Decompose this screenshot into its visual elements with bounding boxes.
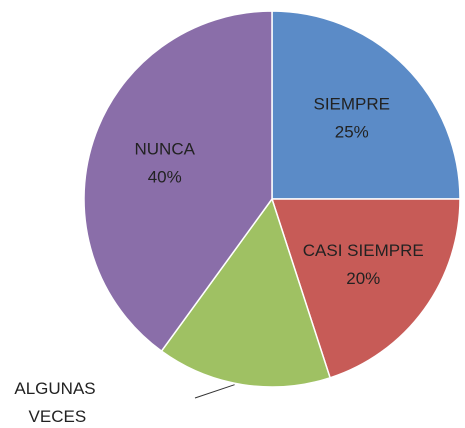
leader-line <box>194 384 235 399</box>
slice-label: ALGUNAS VECES <box>14 379 95 426</box>
slice-label: CASI SIEMPRE <box>303 241 424 260</box>
slice-value: 25% <box>335 123 369 142</box>
pie-slice <box>270 198 461 379</box>
slice-label: NUNCA <box>134 140 195 159</box>
slice-label: SIEMPRE <box>313 95 390 114</box>
slice-value: 40% <box>148 168 182 187</box>
slice-value: 20% <box>346 269 380 288</box>
pie-slice <box>271 10 461 200</box>
pie-slice <box>160 197 332 388</box>
pie-slice <box>83 10 273 353</box>
